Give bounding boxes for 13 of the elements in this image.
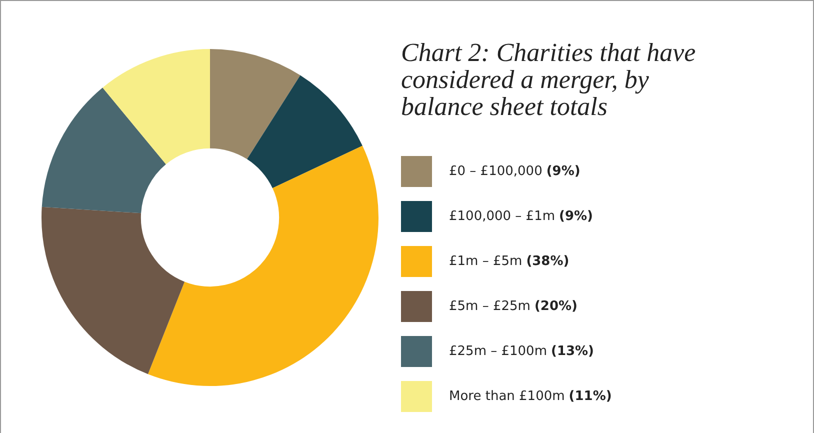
legend-label: £0 – £100,000: [449, 164, 542, 179]
legend-label: £25m – £100m: [449, 344, 547, 359]
data-label: (20%): [534, 299, 578, 314]
legend-label: £100,000 – £1m: [449, 209, 555, 224]
data-label: (13%): [551, 344, 594, 359]
data-label: (38%): [526, 254, 570, 269]
data-label: (11%): [568, 389, 612, 404]
data-label: (9%): [559, 209, 593, 224]
data-label: (9%): [546, 164, 580, 179]
legend-label: £1m – £5m: [449, 254, 522, 269]
legend-label: More than £100m: [449, 389, 565, 404]
legend-label: £5m – £25m: [449, 299, 530, 314]
text: Chart 2: Charities that have considered a merger, by balance sheet totals: [401, 38, 697, 121]
